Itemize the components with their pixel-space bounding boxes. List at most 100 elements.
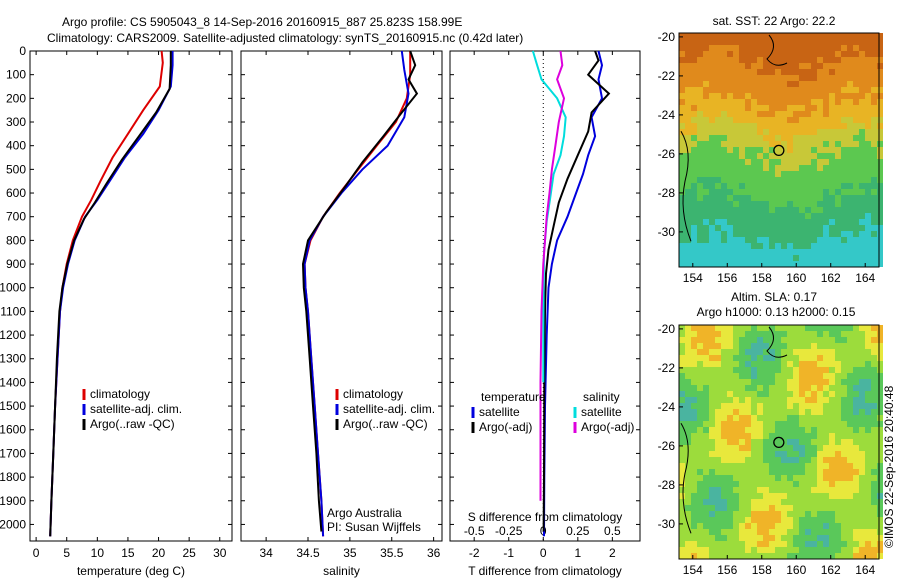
heatmap-cell: [865, 237, 871, 243]
heatmap-cell: [715, 231, 721, 237]
heatmap-cell: [817, 201, 823, 207]
heatmap-cell: [739, 189, 745, 195]
heatmap-cell: [745, 523, 751, 529]
heatmap-cell: [865, 529, 871, 535]
heatmap-cell: [793, 171, 799, 177]
heatmap-cell: [877, 237, 883, 243]
heatmap-cell: [829, 105, 835, 111]
heatmap-cell: [721, 69, 727, 75]
heatmap-cell: [679, 427, 685, 433]
heatmap-cell: [871, 237, 877, 243]
heatmap-cell: [793, 57, 799, 63]
heatmap-cell: [709, 343, 715, 349]
heatmap-cell: [787, 111, 793, 117]
heatmap-cell: [685, 75, 691, 81]
heatmap-cell: [721, 123, 727, 129]
heatmap-cell: [715, 523, 721, 529]
heatmap-cell: [733, 171, 739, 177]
heatmap-cell: [799, 439, 805, 445]
heatmap-cell: [745, 343, 751, 349]
heatmap-cell: [709, 469, 715, 475]
heatmap-cell: [727, 361, 733, 367]
heatmap-cell: [799, 99, 805, 105]
heatmap-cell: [691, 123, 697, 129]
heatmap-cell: [829, 523, 835, 529]
y-tick-label: 0: [19, 44, 26, 58]
heatmap-cell: [709, 433, 715, 439]
heatmap-cell: [739, 385, 745, 391]
heatmap-cell: [745, 409, 751, 415]
heatmap-cell: [865, 195, 871, 201]
heatmap-cell: [703, 249, 709, 255]
heatmap-cell: [727, 427, 733, 433]
heatmap-cell: [685, 63, 691, 69]
heatmap-cell: [865, 379, 871, 385]
heatmap-cell: [715, 225, 721, 231]
heatmap-cell: [847, 451, 853, 457]
heatmap-cell: [823, 225, 829, 231]
heatmap-cell: [793, 75, 799, 81]
heatmap-cell: [733, 421, 739, 427]
y-tick-label: -26: [658, 439, 676, 453]
heatmap-cell: [775, 117, 781, 123]
heatmap-cell: [709, 255, 715, 261]
heatmap-cell: [877, 409, 883, 415]
heatmap-cell: [829, 129, 835, 135]
heatmap-cell: [817, 493, 823, 499]
heatmap-cell: [745, 261, 751, 267]
heatmap-cell: [829, 33, 835, 39]
x-tick-label: 0: [540, 546, 547, 560]
heatmap-cell: [739, 427, 745, 433]
heatmap-cell: [841, 427, 847, 433]
heatmap-cell: [781, 469, 787, 475]
heatmap-cell: [859, 373, 865, 379]
heatmap-cell: [745, 63, 751, 69]
heatmap-cell: [775, 135, 781, 141]
heatmap-cell: [823, 177, 829, 183]
heatmap-cell: [709, 135, 715, 141]
heatmap-cell: [739, 81, 745, 87]
heatmap-cell: [703, 535, 709, 541]
heatmap-cell: [745, 529, 751, 535]
heatmap-cell: [709, 325, 715, 331]
heatmap-cell: [781, 451, 787, 457]
heatmap-cell: [877, 255, 883, 261]
heatmap-cell: [787, 141, 793, 147]
heatmap-cell: [715, 99, 721, 105]
heatmap-cell: [721, 57, 727, 63]
heatmap-cell: [799, 505, 805, 511]
heatmap-cell: [751, 141, 757, 147]
heatmap-cell: [865, 409, 871, 415]
heatmap-cell: [859, 219, 865, 225]
heatmap-cell: [835, 415, 841, 421]
heatmap-cell: [775, 349, 781, 355]
heatmap-cell: [709, 231, 715, 237]
heatmap-cell: [745, 165, 751, 171]
heatmap-cell: [835, 487, 841, 493]
heatmap-cell: [817, 349, 823, 355]
x-tick-label: 160: [786, 271, 806, 285]
heatmap-cell: [811, 517, 817, 523]
heatmap-cell: [721, 547, 727, 553]
heatmap-cell: [751, 195, 757, 201]
heatmap-cell: [787, 373, 793, 379]
heatmap-cell: [859, 237, 865, 243]
heatmap-cell: [691, 439, 697, 445]
heatmap-cell: [859, 337, 865, 343]
header-line1: Argo profile: CS 5905043_8 14-Sep-2016 2…: [62, 15, 462, 29]
heatmap-cell: [739, 225, 745, 231]
heatmap-cell: [715, 361, 721, 367]
heatmap-cell: [679, 433, 685, 439]
heatmap-cell: [697, 367, 703, 373]
heatmap-cell: [835, 219, 841, 225]
heatmap-cell: [703, 403, 709, 409]
heatmap-cell: [727, 487, 733, 493]
heatmap-cell: [787, 439, 793, 445]
heatmap-cell: [823, 463, 829, 469]
heatmap-cell: [679, 213, 685, 219]
heatmap-cell: [757, 397, 763, 403]
heatmap-cell: [823, 421, 829, 427]
heatmap-cell: [775, 75, 781, 81]
heatmap-cell: [787, 469, 793, 475]
heatmap-cell: [859, 243, 865, 249]
